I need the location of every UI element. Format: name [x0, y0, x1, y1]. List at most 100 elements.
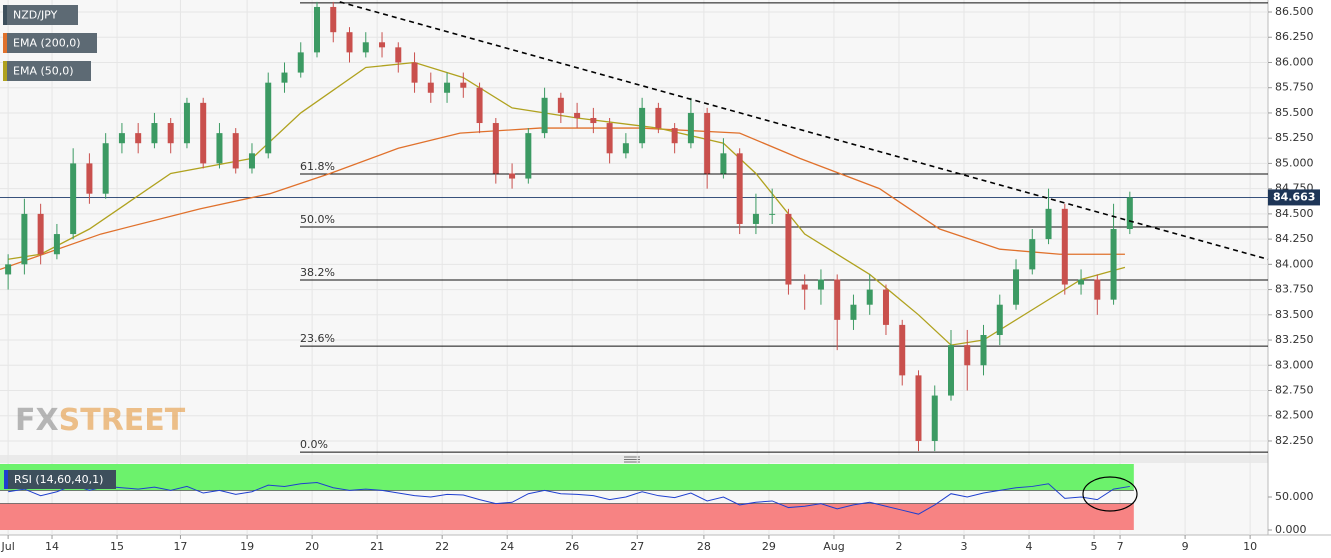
candle-body: [996, 304, 1003, 335]
rsi-tick-label: 50.000: [1275, 490, 1314, 503]
x-tick-label: 19: [240, 540, 254, 553]
x-tick-label: 20: [305, 540, 319, 553]
y-tick-label: 83.250: [1275, 333, 1314, 346]
y-tick-label: 82.750: [1275, 384, 1314, 397]
candle-body: [248, 153, 255, 169]
rsi-line: [8, 481, 1130, 515]
rsi-label: RSI (14,60,40,1): [14, 473, 103, 486]
candle-body: [541, 97, 548, 134]
candle-body: [574, 112, 581, 118]
candle-body: [1045, 208, 1052, 240]
x-tick-label: 9: [1182, 540, 1189, 553]
candle-body: [183, 102, 190, 144]
watermark: FXSTREET: [15, 403, 186, 438]
y-tick-label: 86.250: [1275, 30, 1314, 43]
y-tick-label: 86.500: [1275, 5, 1314, 18]
candle-body: [1078, 279, 1085, 285]
candle-body: [687, 112, 694, 144]
x-tick-label: 3: [961, 540, 968, 553]
rsi-label-swatch: [4, 470, 8, 489]
candle-body: [492, 123, 499, 174]
x-tick-label: 15: [110, 540, 124, 553]
candle-body: [752, 213, 759, 224]
candle-body: [476, 87, 483, 124]
y-tick-label: 85.250: [1275, 131, 1314, 144]
price-label: 84.663: [1273, 190, 1315, 203]
candle-body: [86, 163, 93, 194]
candle-body: [622, 143, 629, 154]
candle-body: [525, 133, 532, 179]
candle-body: [801, 284, 808, 290]
candle-body: [151, 123, 158, 144]
fib-label: 38.2%: [300, 266, 335, 279]
x-tick-label: 14: [45, 540, 59, 553]
candle-body: [980, 334, 987, 366]
candle-body: [834, 279, 841, 320]
x-tick-label: 27: [630, 540, 644, 553]
candle-body: [411, 62, 418, 83]
legend-label: NZD/JPY: [13, 9, 58, 22]
candle-body: [866, 289, 873, 305]
candle-body: [297, 52, 304, 73]
y-tick-label: 82.250: [1275, 434, 1314, 447]
x-tick-label: 21: [370, 540, 384, 553]
watermark-fx: FX: [15, 403, 59, 438]
y-tick-label: 86.000: [1275, 55, 1314, 68]
candle-body: [1110, 229, 1117, 300]
y-tick-label: 84.250: [1275, 232, 1314, 245]
fib-label: 0.0%: [300, 438, 328, 451]
legend-box: [3, 33, 97, 53]
rsi-label-box: [4, 470, 116, 489]
candle-body: [557, 97, 564, 113]
highlight-ellipse: [1082, 476, 1138, 512]
candle-body: [70, 163, 77, 235]
legend-swatch: [3, 33, 7, 53]
rsi-lower-zone: [0, 503, 1134, 530]
fib-label: 61.8%: [300, 160, 335, 173]
candle-body: [606, 123, 613, 154]
y-tick-label: 83.000: [1275, 358, 1314, 371]
candle-body: [850, 304, 857, 320]
price-label-box: [1268, 189, 1320, 206]
y-tick-label: 83.750: [1275, 283, 1314, 296]
rsi-tick-label: 0.000: [1275, 523, 1307, 536]
x-tick-label: 22: [435, 540, 449, 553]
candle-body: [590, 117, 597, 124]
candle-body: [964, 345, 971, 366]
x-tick-label: 28: [697, 540, 711, 553]
legend-swatch: [3, 61, 7, 81]
candle-body: [135, 133, 142, 144]
candle-body: [671, 128, 678, 144]
legend-label: EMA (50,0): [13, 65, 74, 78]
candle-body: [167, 123, 174, 144]
candle-body: [460, 82, 467, 88]
candle-body: [5, 264, 12, 275]
candle-body: [53, 234, 60, 255]
candle-body: [1094, 279, 1101, 300]
x-tick-label: 29: [762, 540, 776, 553]
candle-body: [931, 395, 938, 441]
candle-body: [314, 6, 320, 53]
x-tick-label: 5: [1091, 540, 1098, 553]
legend-label: EMA (200,0): [13, 37, 81, 50]
legend-swatch: [3, 5, 7, 25]
candle-body: [232, 133, 239, 169]
y-tick-label: 83.500: [1275, 308, 1314, 321]
legend-box: [3, 5, 78, 25]
candle-body: [509, 173, 516, 179]
watermark-street: STREET: [59, 403, 186, 438]
x-tick-label: 26: [565, 540, 579, 553]
candle-body: [817, 279, 824, 290]
candle-body: [362, 42, 369, 53]
rsi-upper-zone: [0, 464, 1134, 491]
x-tick-label: 7: [1117, 540, 1124, 553]
candle-body: [720, 153, 727, 174]
legend-box: [3, 61, 91, 81]
candle-body: [785, 213, 792, 285]
candle-body: [769, 213, 776, 215]
fib-label: 50.0%: [300, 213, 335, 226]
x-tick-label: 2: [895, 540, 902, 553]
candle-body: [915, 375, 922, 441]
candle-body: [200, 102, 207, 164]
